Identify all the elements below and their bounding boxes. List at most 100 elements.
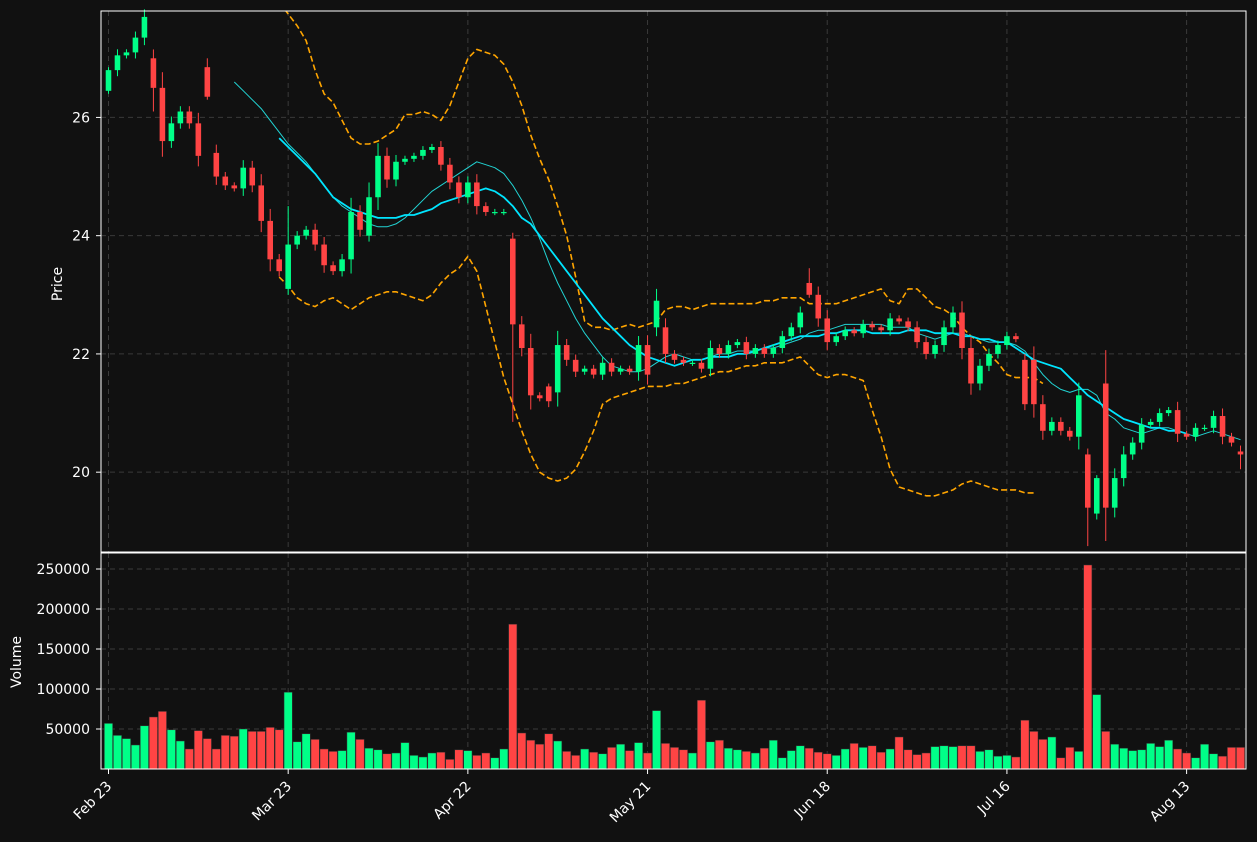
bollinger-lower-line: [278, 255, 1034, 497]
candle-body: [474, 182, 480, 207]
candle-down: [743, 336, 750, 360]
candle-up: [402, 155, 408, 165]
volume-bar: [706, 741, 715, 770]
candle-body: [581, 368, 588, 372]
candle-down: [527, 333, 534, 410]
candle-up: [501, 208, 507, 216]
volume-bar: [346, 731, 356, 770]
candle-up: [339, 254, 345, 277]
volume-bar: [1092, 694, 1102, 770]
candle-up: [348, 197, 354, 274]
candle-down: [1013, 333, 1019, 343]
candle-up: [1093, 475, 1100, 520]
candle-up: [1004, 331, 1010, 350]
candle-body: [501, 212, 507, 214]
volume-bar: [1047, 736, 1057, 770]
candle-up: [420, 146, 426, 160]
candle-body: [303, 229, 309, 236]
candle-up: [1111, 468, 1118, 518]
candle-body: [348, 212, 354, 260]
candle-down: [518, 316, 525, 357]
volume-bar: [1182, 752, 1191, 770]
volume-bar: [175, 740, 185, 770]
volume-bar: [535, 743, 545, 770]
candle-body: [662, 327, 669, 354]
volume-bar: [643, 752, 652, 770]
volume-bar: [822, 753, 832, 770]
candle-down: [680, 356, 687, 366]
volume-bar: [715, 739, 724, 770]
candle-body: [141, 16, 148, 38]
candle-body: [1174, 410, 1181, 434]
volume-bar: [1164, 739, 1174, 770]
volume-bar: [220, 735, 230, 770]
candle-down: [483, 202, 489, 216]
candle-body: [213, 152, 220, 177]
volume-bar: [724, 747, 733, 770]
volume-bar: [499, 748, 509, 770]
candle-body: [240, 167, 247, 189]
volume-bar: [1218, 755, 1227, 770]
volume-bar: [759, 747, 769, 770]
price-tick-label: 26: [72, 110, 90, 126]
volume-bar: [283, 691, 293, 770]
candle-down: [1084, 448, 1091, 547]
price-tick-label: 22: [72, 347, 90, 363]
candle-down: [851, 327, 857, 337]
candle-up: [797, 306, 804, 334]
candle-down: [456, 176, 462, 204]
candle-body: [276, 259, 282, 272]
candle-body: [734, 342, 741, 346]
volume-bar: [436, 751, 446, 770]
price-tick-label: 24: [72, 229, 90, 245]
volume-bar: [670, 747, 679, 770]
candle-body: [977, 365, 983, 384]
volume-bar: [445, 759, 455, 770]
candle-body: [231, 185, 238, 189]
candle-up: [725, 340, 732, 359]
volume-bar: [517, 732, 527, 770]
candle-up: [465, 176, 471, 204]
volume-bar: [1227, 747, 1236, 770]
candle-body: [1076, 395, 1082, 437]
candle-down: [1219, 408, 1226, 445]
volume-bar: [840, 748, 850, 770]
candle-body: [698, 362, 705, 369]
candle-up: [653, 288, 660, 337]
candle-body: [1102, 383, 1109, 508]
candle-down: [249, 160, 256, 193]
candle-body: [788, 327, 795, 337]
volume-bar: [903, 749, 913, 770]
candle-body: [114, 55, 121, 71]
volume-bar: [149, 716, 158, 770]
volume-tick-label: 200000: [37, 602, 90, 618]
candle-body: [204, 67, 211, 97]
candle-up: [932, 340, 938, 359]
candle-body: [339, 259, 345, 272]
candle-up: [734, 338, 741, 349]
volume-bar: [1119, 747, 1129, 770]
volume-bar: [490, 757, 500, 770]
candle-body: [267, 220, 273, 260]
volume-bar: [912, 754, 922, 770]
volume-bar: [993, 755, 1003, 770]
candle-down: [474, 174, 480, 215]
candle-up: [492, 208, 498, 216]
candle-body: [411, 155, 417, 159]
candle-down: [1183, 430, 1190, 440]
candle-body: [420, 149, 426, 156]
volume-bar: [580, 748, 590, 770]
candle-down: [923, 336, 929, 360]
volume-bar: [625, 750, 634, 770]
candle-body: [545, 386, 552, 402]
candle-body: [438, 146, 444, 165]
candle-body: [815, 294, 822, 319]
candle-body: [429, 146, 435, 150]
candle-body: [159, 87, 166, 142]
volume-bar: [418, 756, 428, 770]
candle-body: [932, 345, 938, 354]
candle-body: [1013, 336, 1019, 340]
volume-bar: [589, 751, 599, 770]
volume-bar: [634, 742, 643, 770]
